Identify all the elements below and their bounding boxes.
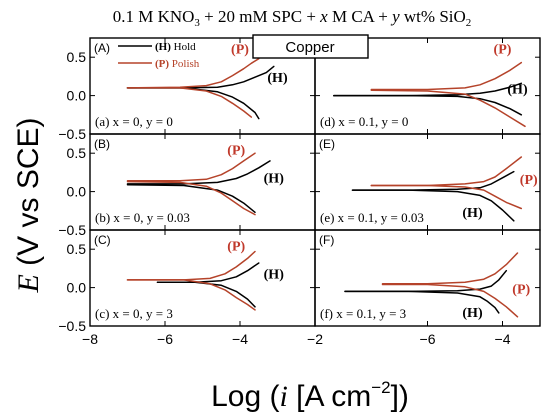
panel-B: 0.5 0.0 −0.5 (P) (H) (B) (b) x = 0, y = 0.03 — [58, 133, 316, 238]
x-tick-label: −4 — [495, 331, 511, 347]
curve-marker-polish: (P) — [227, 144, 245, 159]
series-line-polish — [126, 180, 256, 216]
x-tick-label: −6 — [420, 331, 436, 347]
series-line-hold — [351, 170, 515, 191]
x-tick-label: −6 — [157, 331, 173, 347]
series-line-hold — [333, 94, 523, 116]
series-line-polish — [381, 252, 519, 285]
panel-letter: (F) — [319, 233, 334, 247]
x-tick-label: −2 — [307, 331, 323, 347]
panel-caption: (c) x = 0, y = 3 — [95, 306, 173, 321]
curve-marker-hold: (H) — [462, 206, 483, 221]
series-line-polish — [370, 89, 526, 128]
panel-caption: (a) x = 0, y = 0 — [95, 114, 173, 129]
y-tick-label: −0.5 — [58, 318, 86, 334]
y-tick-label: 0.0 — [67, 88, 87, 104]
curve-marker-polish: (P) — [512, 283, 530, 298]
y-tick-label: 0.0 — [67, 280, 87, 296]
material-label: Copper — [285, 39, 334, 56]
legend-hold-text: (H) Hold — [155, 41, 196, 53]
curve-marker-hold: (H) — [264, 171, 285, 186]
panel-E: (P) (H) (E) (e) x = 0.1, y = 0.03 — [314, 133, 541, 231]
x-tick-label: −4 — [232, 331, 248, 347]
series-line-hold — [156, 281, 256, 308]
series-line-hold — [126, 183, 256, 214]
panel-caption: (e) x = 0.1, y = 0.03 — [320, 210, 424, 225]
y-tick-label: 0.0 — [67, 184, 87, 200]
series-line-hold — [344, 290, 500, 314]
curve-marker-hold: (H) — [507, 82, 528, 97]
material-box: Copper — [252, 34, 369, 59]
y-axis-label: E (V vs SCE) — [12, 117, 45, 293]
series-line-polish — [126, 87, 253, 118]
series-line-hold — [351, 189, 515, 222]
y-tick-label: 0.5 — [67, 241, 87, 257]
y-tick-label: −0.5 — [58, 222, 86, 238]
panel-caption: (b) x = 0, y = 0.03 — [95, 210, 190, 225]
series-line-hold — [126, 65, 275, 89]
panel-letter: (A) — [94, 41, 110, 55]
series-line-polish — [370, 61, 523, 91]
panel-caption: (f) x = 0.1, y = 3 — [320, 306, 406, 321]
panel-F: −2 −6 −4 (P) (H) (F) (f) x = 0.1, y = 3 — [307, 229, 541, 347]
curve-marker-polish: (P) — [520, 173, 538, 188]
curve-marker-hold: (H) — [462, 306, 483, 321]
panel-letter: (C) — [94, 233, 111, 247]
curve-marker-polish: (P) — [231, 42, 249, 57]
curve-marker-polish: (P) — [494, 42, 512, 57]
legend-polish-text: (P) Polish — [155, 58, 200, 70]
panel-A: 0.5 0.0 −0.5 (P) (H) (A) (a) x = 0, y = 0 — [58, 37, 316, 142]
series-line-polish — [381, 283, 519, 318]
curve-marker-polish: (P) — [227, 240, 245, 255]
x-tick-label: −8 — [82, 331, 98, 347]
series-line-polish — [126, 152, 256, 182]
x-axis-label: Log (i [A cm−2]) — [211, 378, 409, 413]
panel-C: 0.5 0.0 −0.5−8 −6 −4 (P) (H) (C) (c) x = 0, y = … — [58, 229, 316, 347]
y-tick-label: 0.5 — [67, 49, 87, 65]
y-tick-label: −0.5 — [58, 126, 86, 142]
legend: (H) Hold (P) Polish — [118, 41, 200, 70]
series-line-hold — [126, 160, 271, 185]
curve-marker-hold: (H) — [267, 71, 288, 86]
y-tick-label: 0.5 — [67, 145, 87, 161]
panel-caption: (d) x = 0.1, y = 0 — [320, 114, 408, 129]
series-line-polish — [126, 279, 256, 311]
curve-marker-hold: (H) — [264, 267, 285, 282]
series-line-polish — [370, 156, 523, 187]
panel-letter: (B) — [94, 137, 110, 151]
series-line-polish — [126, 250, 256, 281]
figure-title: 0.1 M KNO3 + 20 mM SPC + x M CA + y wt% … — [113, 7, 472, 29]
series-line-hold — [344, 269, 508, 293]
panel-letter: (E) — [319, 137, 335, 151]
series-line-polish — [370, 184, 523, 210]
series-line-polish — [126, 57, 260, 89]
panels: 0.50.0−0.5(P)(H)(A)(a) x = 0, y = 00.50.… — [58, 37, 541, 347]
